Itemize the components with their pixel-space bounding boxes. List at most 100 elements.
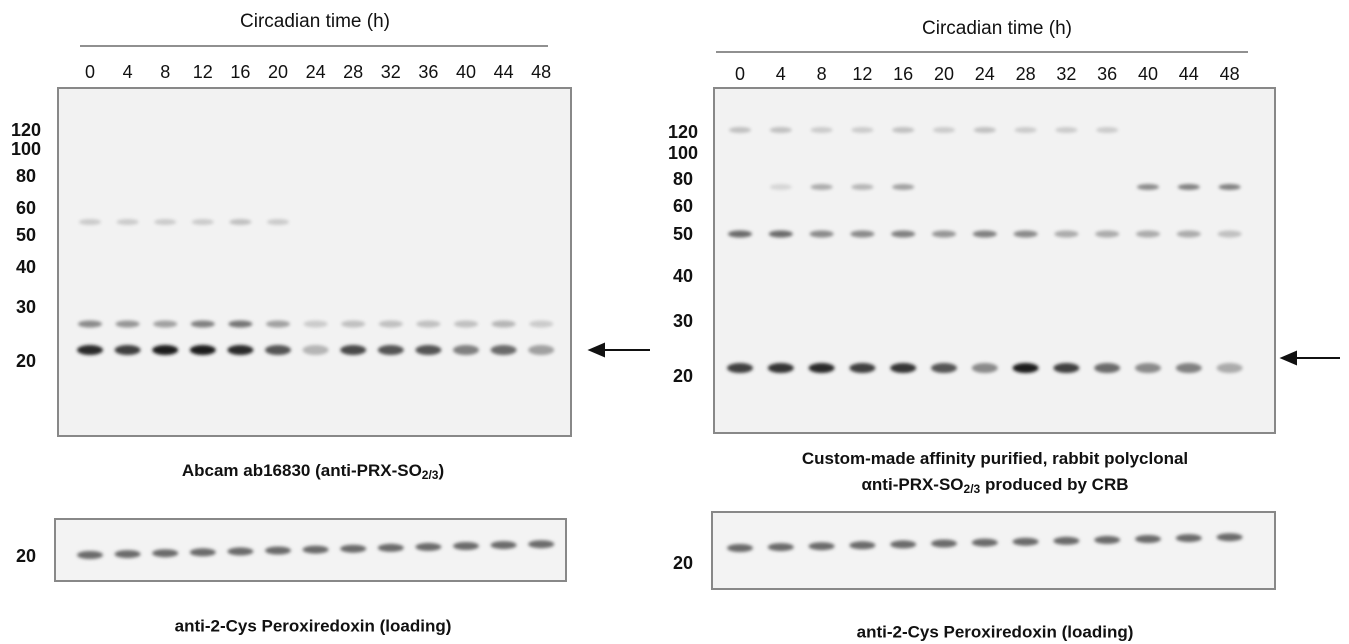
- band: [228, 320, 253, 328]
- caption: Custom-made affinity purified, rabbit po…: [802, 449, 1188, 468]
- lane-label: 16: [230, 62, 250, 82]
- band: [933, 127, 955, 133]
- band: [892, 184, 915, 190]
- band: [79, 219, 101, 225]
- lane-label: 4: [123, 62, 133, 82]
- band: [302, 345, 329, 355]
- band: [1177, 184, 1200, 190]
- arrows: [587, 342, 1340, 366]
- band: [114, 345, 141, 355]
- band: [891, 230, 916, 238]
- band: [190, 320, 215, 328]
- mw-marker: 120: [11, 120, 41, 140]
- band: [728, 230, 752, 238]
- band: [767, 363, 794, 373]
- band: [152, 345, 179, 355]
- lane-label: 16: [893, 64, 913, 84]
- loading-band: [1135, 535, 1161, 543]
- band: [729, 127, 751, 133]
- lane-label: 0: [85, 62, 95, 82]
- mw-marker: 50: [673, 224, 693, 244]
- loading-mw-marker: 20: [16, 546, 36, 566]
- caption-text: Abcam ab16830 (anti-PRX-SO: [182, 461, 422, 480]
- band: [1136, 230, 1160, 238]
- loading-band: [727, 544, 753, 552]
- band: [768, 230, 793, 238]
- loading-band: [528, 540, 555, 549]
- lane-label: 0: [735, 64, 745, 84]
- loading-band: [767, 543, 794, 552]
- mw-marker: 100: [11, 139, 41, 159]
- loading-band: [490, 541, 517, 550]
- caption-sub: 2/3: [422, 468, 439, 482]
- caption-end: ): [438, 461, 444, 480]
- loading-band: [227, 547, 254, 556]
- mw-marker: 120: [668, 122, 698, 142]
- band: [808, 363, 835, 373]
- band: [189, 345, 216, 355]
- loading-mw-marker: 20: [673, 553, 693, 573]
- band: [377, 345, 404, 355]
- mw-marker: 50: [16, 225, 36, 245]
- loading-band: [1012, 537, 1039, 546]
- lane-label: 8: [160, 62, 170, 82]
- band: [1053, 363, 1080, 373]
- band: [1216, 363, 1243, 373]
- caption-text: αnti-PRX-SO: [861, 475, 963, 494]
- band: [453, 345, 479, 355]
- band: [1094, 363, 1121, 373]
- lane-label: 4: [776, 64, 786, 84]
- loading-band: [453, 542, 479, 550]
- band: [491, 320, 516, 328]
- lane-label: 12: [852, 64, 872, 84]
- band: [1135, 363, 1161, 373]
- mw-marker: 60: [673, 196, 693, 216]
- loading-blot: [711, 511, 1276, 590]
- band: [1055, 127, 1078, 133]
- panel-header: Circadian time (h): [240, 11, 390, 32]
- loading-band: [302, 545, 329, 554]
- loading-band: [377, 543, 404, 552]
- mw-marker: 60: [16, 198, 36, 218]
- band: [529, 320, 554, 328]
- mw-marker: 40: [16, 257, 36, 277]
- loading-band: [1094, 535, 1121, 544]
- band: [727, 363, 753, 373]
- lane-label: 8: [817, 64, 827, 84]
- loading-caption: anti-2-Cys Peroxiredoxin (loading): [857, 622, 1134, 641]
- mw-marker: 80: [673, 169, 693, 189]
- caption: Abcam ab16830 (anti-PRX-SO2/3): [182, 461, 444, 482]
- loading-band: [340, 544, 367, 553]
- band: [1013, 230, 1038, 238]
- loading-band: [1053, 536, 1080, 545]
- mw-marker: 30: [673, 311, 693, 331]
- loading-band: [189, 548, 216, 557]
- band: [890, 363, 917, 373]
- band: [378, 320, 403, 328]
- band: [769, 127, 792, 133]
- mw-marker: 20: [16, 351, 36, 371]
- band: [931, 363, 957, 373]
- band: [1217, 230, 1242, 238]
- lane-label: 12: [193, 62, 213, 82]
- band: [341, 320, 366, 328]
- band: [1096, 127, 1119, 133]
- lane-label: 44: [494, 62, 514, 82]
- band: [1095, 230, 1120, 238]
- band: [415, 345, 442, 355]
- caption-text: Custom-made affinity purified, rabbit po…: [802, 449, 1188, 468]
- lane-label: 28: [1016, 64, 1036, 84]
- panel-header: Circadian time (h): [922, 18, 1072, 39]
- lane-label: 20: [934, 64, 954, 84]
- blot: [713, 87, 1276, 434]
- lane-label: 36: [418, 62, 438, 82]
- loading-band: [971, 538, 998, 547]
- band: [850, 230, 875, 238]
- band: [1014, 127, 1037, 133]
- loading-band: [808, 542, 835, 551]
- band: [528, 345, 555, 355]
- band: [809, 230, 834, 238]
- band: [1175, 363, 1202, 373]
- mw-marker: 30: [16, 297, 36, 317]
